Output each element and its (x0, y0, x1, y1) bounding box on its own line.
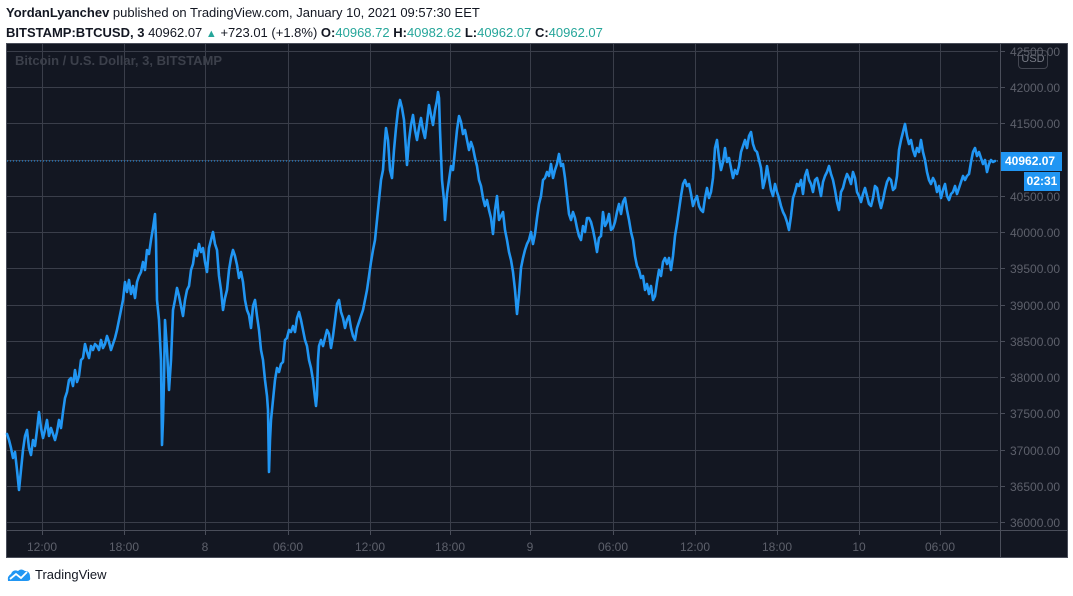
high-label: H: (393, 25, 407, 40)
y-tick-42000: 42000.00 (1010, 81, 1061, 95)
close-value: 40962.07 (548, 25, 603, 40)
x-tick: 18:00 (108, 540, 140, 554)
y-tick-39000: 39000.00 (1010, 299, 1061, 313)
publish-text: published on TradingView.com, January 10… (109, 5, 480, 20)
y-tick-38500: 38500.00 (1010, 335, 1061, 349)
price-line (5, 90, 997, 492)
x-tick: 10 (852, 540, 866, 554)
chart-frame[interactable] (6, 43, 1068, 558)
x-tick: 12:00 (679, 540, 711, 554)
symbol-name: BITSTAMP:BTCUSD, 3 (6, 25, 145, 40)
x-tick: 18:00 (434, 540, 466, 554)
low-label: L: (464, 25, 478, 40)
author-name[interactable]: YordanLyanchev (6, 5, 110, 20)
open-value: 40968.72 (335, 25, 390, 40)
x-tick: 18:00 (761, 540, 793, 554)
x-tick: 06:00 (924, 540, 956, 554)
chart-watermark-title: Bitcoin / U.S. Dollar, 3, BITSTAMP (15, 53, 223, 68)
y-tick-37500: 37500.00 (1010, 407, 1061, 421)
tradingview-logo-icon (7, 569, 31, 581)
x-tick: 9 (526, 540, 534, 554)
x-tick: 8 (201, 540, 209, 554)
up-arrow-icon: ▲ (205, 28, 217, 40)
x-tick: 12:00 (354, 540, 386, 554)
x-tick: 12:00 (26, 540, 58, 554)
tradingview-brand[interactable]: TradingView (7, 567, 107, 582)
last-price: 40962.07 (148, 25, 203, 40)
brand-name: TradingView (35, 567, 107, 582)
y-axis-ticks (1000, 51, 1005, 523)
close-label: C: (534, 25, 549, 40)
y-tick-36000: 36000.00 (1010, 516, 1061, 530)
low-value: 40962.07 (477, 25, 532, 40)
bar-countdown-label: 02:31 (1024, 172, 1060, 191)
price-change: +723.01 (+1.8%) (220, 25, 318, 40)
x-tick: 06:00 (597, 540, 629, 554)
y-tick-39500: 39500.00 (1010, 262, 1061, 276)
current-price-label: 40962.07 (1001, 152, 1062, 171)
symbol-info: BITSTAMP:BTCUSD, 3 40962.07 ▲ +723.01 (+… (6, 23, 603, 44)
publish-info: YordanLyanchev published on TradingView.… (6, 3, 603, 23)
chart-header: YordanLyanchev published on TradingView.… (6, 3, 603, 44)
y-tick-40500: 40500.00 (1010, 190, 1061, 204)
y-tick-37000: 37000.00 (1010, 444, 1061, 458)
y-tick-36500: 36500.00 (1010, 480, 1061, 494)
y-tick-41500: 41500.00 (1010, 117, 1061, 131)
y-tick-42500: 42500.00 (1010, 45, 1061, 59)
grid-vertical (42, 44, 941, 530)
high-value: 40982.62 (406, 25, 462, 40)
currency-badge[interactable]: USD (1018, 50, 1048, 69)
x-tick: 06:00 (272, 540, 304, 554)
y-tick-38000: 38000.00 (1010, 371, 1061, 385)
x-axis-ticks (42, 530, 941, 535)
y-tick-40000: 40000.00 (1010, 226, 1061, 240)
open-label: O: (320, 25, 336, 40)
